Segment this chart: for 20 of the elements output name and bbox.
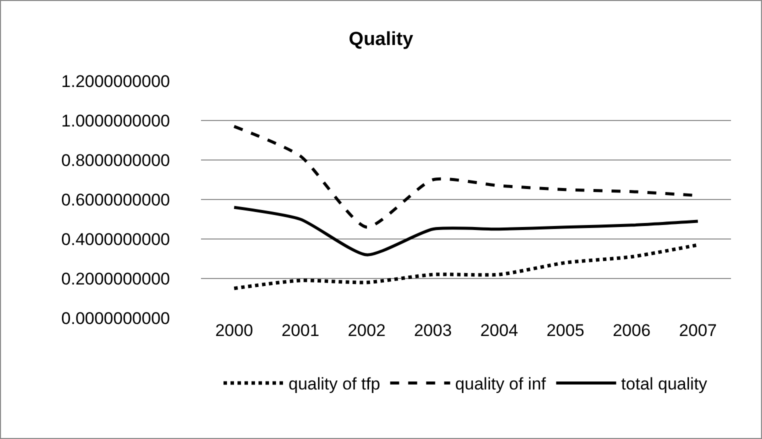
x-tick-label: 2006 — [612, 321, 651, 340]
y-tick-label: 0.8000000000 — [61, 150, 170, 170]
x-tick-label: 2007 — [678, 321, 717, 340]
x-tick-label: 2005 — [546, 321, 584, 340]
line-series — [232, 206, 700, 256]
legend-label: total quality — [621, 374, 708, 394]
y-tick-label: 0.4000000000 — [61, 230, 170, 249]
y-tick-label: 0.0000000000 — [61, 308, 170, 328]
y-tick-label: 0.2000000000 — [61, 269, 170, 288]
x-tick-label: 2003 — [414, 321, 452, 340]
chart-title: Quality — [348, 28, 414, 50]
x-tick-label: 2004 — [480, 321, 518, 340]
x-tick-label: 2001 — [281, 321, 320, 340]
x-tick-label: 2000 — [215, 321, 254, 340]
x-tick-label: 2002 — [348, 321, 386, 340]
legend-label: quality of tfp — [288, 374, 380, 394]
legend-label: quality of inf — [455, 374, 546, 394]
y-tick-label: 1.2000000000 — [61, 72, 170, 91]
y-tick-label: 1.0000000000 — [61, 111, 170, 130]
y-tick-label: 0.6000000000 — [61, 190, 170, 210]
